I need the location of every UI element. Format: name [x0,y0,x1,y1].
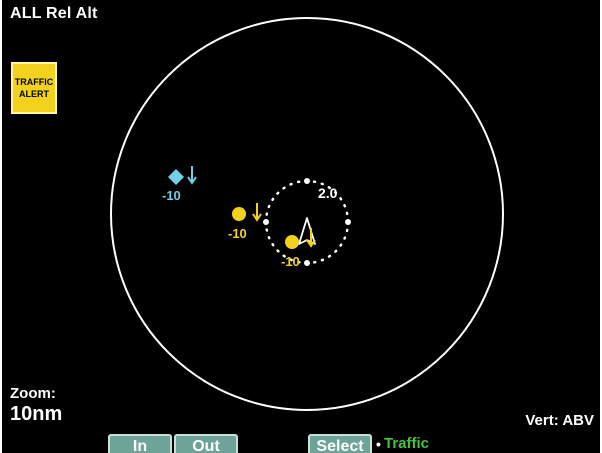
inner-range-ring [263,178,351,266]
softkey-separator: • [376,436,381,452]
zoom-range-value: 10nm [10,403,63,425]
traffic-alert-circle-icon [285,235,299,249]
target-rel-alt: -10 [281,254,300,269]
altitude-mode-title: ALL Rel Alt [10,5,98,22]
traffic-target-alert-2[interactable]: -10 [281,228,316,269]
inner-ring-label: 2.0 [318,185,338,201]
vertical-mode-label: Vert: ABV [525,412,594,429]
target-rel-alt: -10 [228,226,247,241]
outer-range-ring [110,17,504,411]
descending-arrow-icon [306,228,316,248]
target-rel-alt: -10 [162,188,181,203]
zoom-in-softkey[interactable]: In [108,434,172,453]
traffic-alert-annunciator: TRAFFIC ALERT [11,62,57,114]
zoom-label: Zoom: [10,385,56,402]
traffic-target-alert-1[interactable]: -10 [228,203,262,241]
selected-function-traffic: Traffic [384,435,430,452]
proximate-traffic-diamond-icon [168,169,184,185]
traffic-alert-line-1: TRAFFIC [14,77,54,87]
zoom-out-softkey[interactable]: Out [174,434,238,453]
descending-arrow-icon [187,166,197,185]
descending-arrow-icon [252,203,262,222]
traffic-alert-line-2: ALERT [19,89,49,99]
traffic-target-proximate[interactable]: -10 [162,166,197,203]
traffic-alert-circle-icon [232,207,246,221]
select-softkey[interactable]: Select [308,434,372,453]
